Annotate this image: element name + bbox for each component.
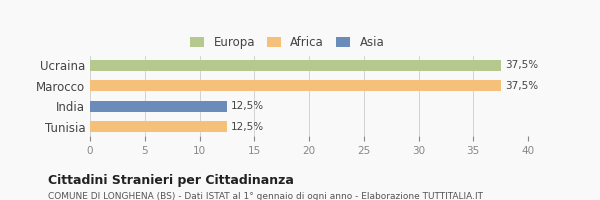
- Legend: Europa, Africa, Asia: Europa, Africa, Asia: [185, 32, 389, 54]
- Text: COMUNE DI LONGHENA (BS) - Dati ISTAT al 1° gennaio di ogni anno - Elaborazione T: COMUNE DI LONGHENA (BS) - Dati ISTAT al …: [48, 192, 483, 200]
- Text: 12,5%: 12,5%: [231, 101, 265, 111]
- Text: 37,5%: 37,5%: [505, 60, 538, 70]
- Bar: [90, 121, 227, 132]
- Text: 12,5%: 12,5%: [231, 122, 265, 132]
- Bar: [90, 101, 227, 112]
- Bar: [90, 80, 500, 91]
- Text: 37,5%: 37,5%: [505, 81, 538, 91]
- Text: Cittadini Stranieri per Cittadinanza: Cittadini Stranieri per Cittadinanza: [48, 174, 294, 187]
- Bar: [90, 60, 500, 71]
